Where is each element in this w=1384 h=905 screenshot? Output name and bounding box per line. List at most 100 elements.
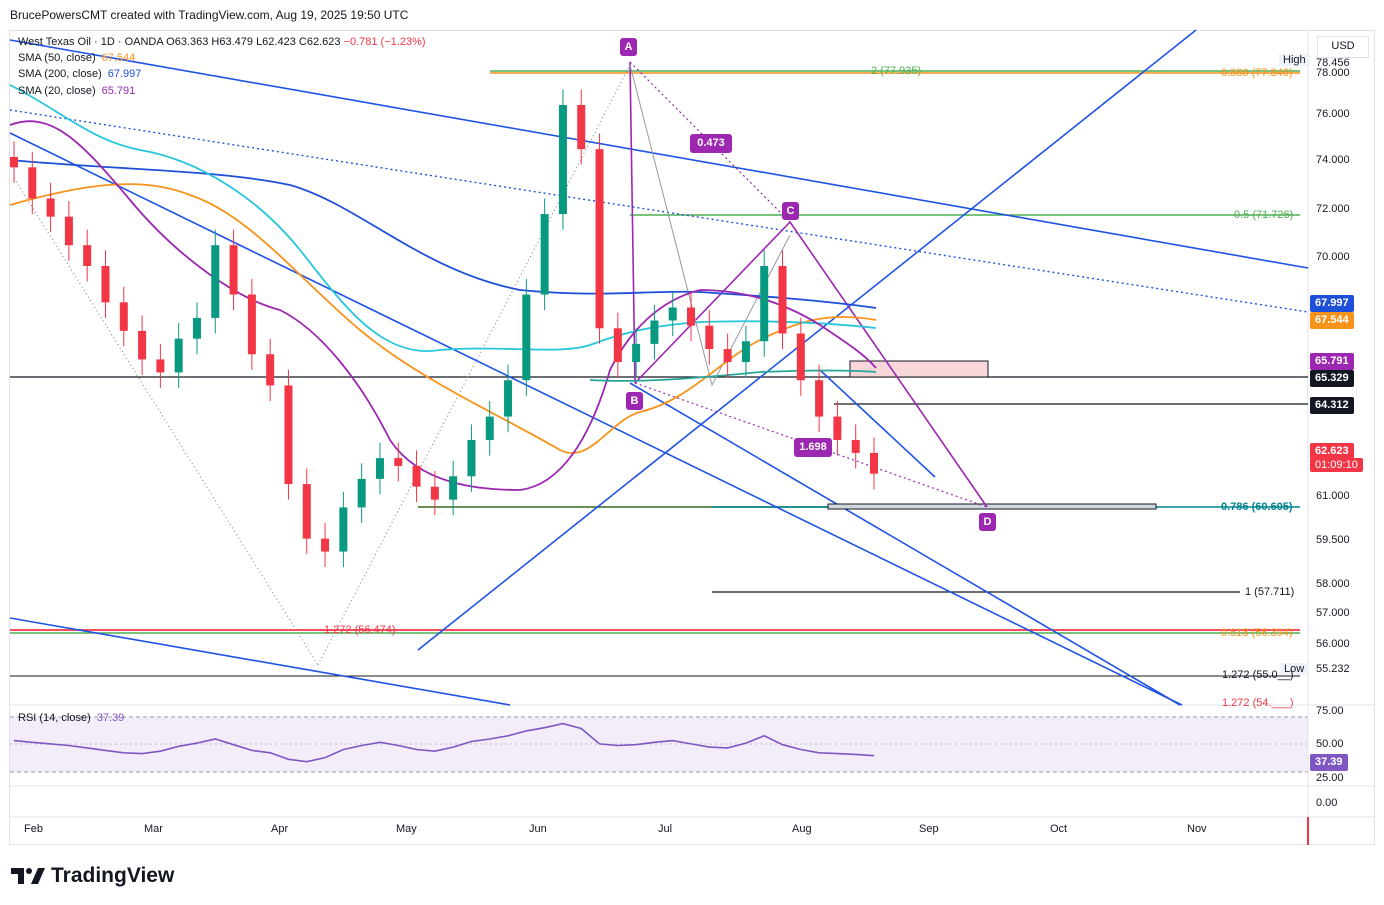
trendline-lower xyxy=(9,617,511,706)
price-tag-support: 65.329 xyxy=(1310,370,1354,387)
candle-body xyxy=(10,156,18,168)
pattern-point-d[interactable]: D xyxy=(979,513,996,531)
candle-body xyxy=(211,245,220,318)
target-zone xyxy=(827,503,1157,510)
candle-body xyxy=(156,359,165,373)
time-tick: Sep xyxy=(919,823,939,835)
sma-20-line xyxy=(9,84,877,352)
symbol-ohlc-legend[interactable]: West Texas Oil · 1D · OANDA O63.363 H63.… xyxy=(18,36,426,48)
trendline-lower2 xyxy=(629,382,1181,706)
pattern-point-a[interactable]: A xyxy=(620,38,637,56)
trendline-ascending xyxy=(417,29,1197,651)
indicator-legend-sma20[interactable]: SMA (20, close) 65.791 xyxy=(18,85,135,97)
price-tag-last: 62.623 xyxy=(1310,443,1354,459)
price-tick: 55.232 xyxy=(1316,663,1350,675)
candle-body xyxy=(192,317,201,339)
candle-body xyxy=(394,458,403,466)
harmonic-ab-leg xyxy=(629,61,636,384)
fib-label: 0.886 (77.846) xyxy=(1221,67,1293,79)
trendline-dotted xyxy=(9,109,1309,313)
indicator-value: 65.791 xyxy=(101,85,136,97)
candle-body xyxy=(174,338,183,373)
price-tick: 74.000 xyxy=(1316,154,1350,166)
candle-body xyxy=(613,328,622,363)
candle-body xyxy=(796,333,805,381)
time-tick: Apr xyxy=(271,823,289,835)
high-label: High xyxy=(1279,54,1310,66)
fib-label: 1.272 (55.0__) xyxy=(1222,669,1294,681)
tradingview-logo[interactable]: TradingView xyxy=(11,862,174,890)
sma-aux-line xyxy=(589,369,877,382)
price-tick: 76.000 xyxy=(1316,108,1350,120)
candle-body xyxy=(650,320,659,344)
candle-body xyxy=(412,465,421,487)
indicator-legend-sma200[interactable]: SMA (200, close) 67.997 xyxy=(18,68,141,80)
ohlc-open: O63.363 xyxy=(166,36,209,48)
rsi-tick: 75.00 xyxy=(1316,705,1344,717)
time-tick: Nov xyxy=(1187,823,1207,835)
candle-body xyxy=(595,149,604,329)
price-tag-level: 64.312 xyxy=(1310,397,1354,414)
candlestick-series xyxy=(10,89,878,568)
symbol-name: West Texas Oil · 1D · OANDA xyxy=(18,36,164,48)
ohlc-low: L62.423 xyxy=(256,36,296,48)
rsi-tag: 37.39 xyxy=(1310,754,1348,771)
trendline-upper xyxy=(9,39,1309,269)
candle-body xyxy=(558,104,567,215)
currency-button[interactable]: USD xyxy=(1317,36,1369,58)
chart-credit: BrucePowersCMT created with TradingView.… xyxy=(10,8,409,22)
candle-body xyxy=(723,349,732,363)
tradingview-logo-icon xyxy=(11,868,45,884)
rsi-legend[interactable]: RSI (14, close) 37.39 xyxy=(18,712,124,724)
resistance-zone xyxy=(849,360,989,378)
time-tick: Oct xyxy=(1050,823,1068,835)
low-label: Low xyxy=(1280,663,1309,675)
price-tick: 58.000 xyxy=(1316,578,1350,590)
time-tick: Feb xyxy=(24,823,43,835)
rsi-tick: 0.00 xyxy=(1316,797,1338,809)
candle-body xyxy=(375,458,384,479)
indicator-label: SMA (50, close) xyxy=(18,52,96,64)
rsi-value: 37.39 xyxy=(96,712,125,724)
price-tag-sma20: 65.791 xyxy=(1310,353,1354,370)
harmonic-bc-leg xyxy=(634,221,791,384)
candle-body xyxy=(229,245,238,295)
candle-body xyxy=(815,380,824,417)
indicator-legend-sma50[interactable]: SMA (50, close) 67.544 xyxy=(18,52,135,64)
candle-body xyxy=(833,416,842,440)
candle-body xyxy=(64,216,73,246)
candle-body xyxy=(28,167,37,199)
candle-body xyxy=(741,341,750,363)
candle-body xyxy=(778,265,787,334)
ohlc-close: C62.623 xyxy=(298,36,341,48)
rsi-tick: 50.00 xyxy=(1316,738,1344,750)
candle-body xyxy=(705,325,714,350)
pattern-ratio-ab[interactable]: 0.473 xyxy=(690,134,732,153)
brand-wordmark: TradingView xyxy=(51,864,175,887)
indicator-value: 67.997 xyxy=(107,68,142,80)
rsi-label: RSI (14, close) xyxy=(18,712,91,724)
price-tick: 59.500 xyxy=(1316,534,1350,546)
pattern-point-b[interactable]: B xyxy=(626,392,643,410)
indicator-value: 67.544 xyxy=(101,52,136,64)
candle-body xyxy=(577,104,586,150)
rsi-tick: 25.00 xyxy=(1316,772,1344,784)
trendline-descending xyxy=(9,132,1183,706)
candle-body xyxy=(266,354,275,386)
candle-body xyxy=(119,302,128,331)
candle-body xyxy=(760,265,769,342)
pattern-ratio-cd[interactable]: 1.698 xyxy=(794,438,832,457)
indicator-label: SMA (20, close) xyxy=(18,85,96,97)
price-tick: 57.000 xyxy=(1316,607,1350,619)
fib-label: 0.786 (60.605) xyxy=(1221,501,1293,513)
bar-countdown: 01:09:10 xyxy=(1310,458,1363,472)
candle-body xyxy=(302,484,311,539)
ohlc-high: H63.479 xyxy=(211,36,253,48)
price-tag-sma50: 67.544 xyxy=(1310,312,1354,329)
candle-body xyxy=(101,265,110,303)
price-tick: 78.000 xyxy=(1316,67,1350,79)
candle-body xyxy=(687,307,696,326)
candle-body xyxy=(138,330,147,360)
fib-label: 1 (57.711) xyxy=(1245,586,1295,598)
pattern-point-c[interactable]: C xyxy=(782,202,799,220)
